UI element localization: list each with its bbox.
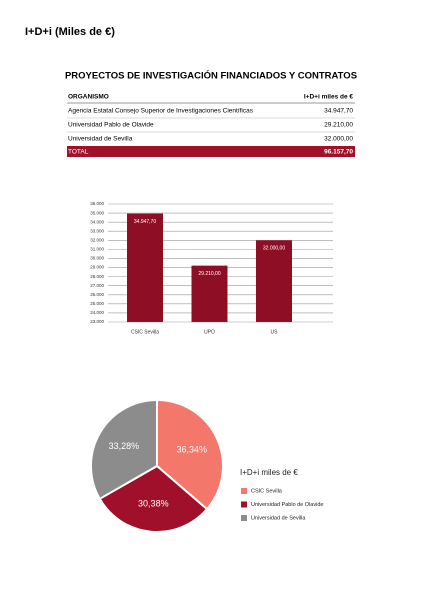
slice-label: 36,34% [177, 444, 208, 454]
table-cell: Universidad de Sevilla [68, 136, 133, 143]
table-cell: 34.947,70 [324, 108, 353, 115]
x-tick-label: US [271, 329, 279, 335]
bar [127, 213, 163, 322]
legend-swatch [241, 501, 247, 508]
table-cell: 29.210,00 [324, 122, 353, 129]
y-tick-label: 26.000 [90, 292, 104, 297]
pie-slice [98, 464, 209, 533]
table-total: TOTAL [68, 149, 89, 156]
y-tick-label: 33.000 [90, 228, 104, 233]
slice-label: 33,28% [109, 441, 140, 451]
legend-swatch [241, 488, 247, 494]
value-label: 32.000,00 [263, 246, 285, 252]
table-cell: Agencia Estatal Consejo Superior de Inve… [68, 108, 254, 115]
bar [256, 240, 292, 322]
table-header: ORGANISMO [68, 94, 109, 101]
legend-label: Universidad Pablo de Olavide [251, 502, 323, 508]
y-tick-label: 35.000 [90, 210, 104, 215]
table-total: 96.157,70 [324, 149, 353, 156]
value-label: 29.210,00 [198, 271, 220, 277]
y-tick-label: 32.000 [90, 237, 104, 242]
value-label: 34.947,70 [134, 219, 156, 225]
bar [191, 265, 228, 322]
y-tick-label: 27.000 [90, 283, 104, 288]
y-tick-label: 28.000 [90, 274, 104, 279]
legend-label: Universidad de Sevilla [251, 515, 306, 521]
legend-title: I+D+i miles de € [240, 468, 298, 477]
y-tick-label: 31.000 [90, 247, 104, 252]
total-row [67, 146, 355, 157]
table-cell: Universidad Pablo de Olavide [68, 122, 154, 129]
pie-slice [90, 398, 158, 501]
table-header: I+D+i miles de € [304, 94, 354, 101]
legend-swatch [241, 515, 247, 521]
table-cell: 32.000,00 [324, 136, 353, 143]
x-tick-label: CSIC Sevilla [131, 329, 159, 335]
legend-label: CSIC Sevilla [251, 488, 283, 494]
y-tick-label: 36.000 [90, 201, 104, 206]
page-title: I+D+i (Miles de €) [25, 26, 115, 38]
y-tick-label: 25.000 [90, 301, 104, 306]
y-tick-label: 24.000 [90, 310, 104, 315]
slice-label: 30,38% [138, 498, 169, 508]
y-tick-label: 30.000 [90, 256, 104, 261]
section-title: PROYECTOS DE INVESTIGACIÓN FINANCIADOS Y… [65, 70, 357, 82]
pie-slice [156, 398, 224, 511]
y-tick-label: 23.000 [90, 319, 104, 324]
x-tick-label: UPO [204, 329, 215, 335]
y-tick-label: 34.000 [90, 219, 104, 224]
y-tick-label: 29.000 [90, 265, 104, 270]
